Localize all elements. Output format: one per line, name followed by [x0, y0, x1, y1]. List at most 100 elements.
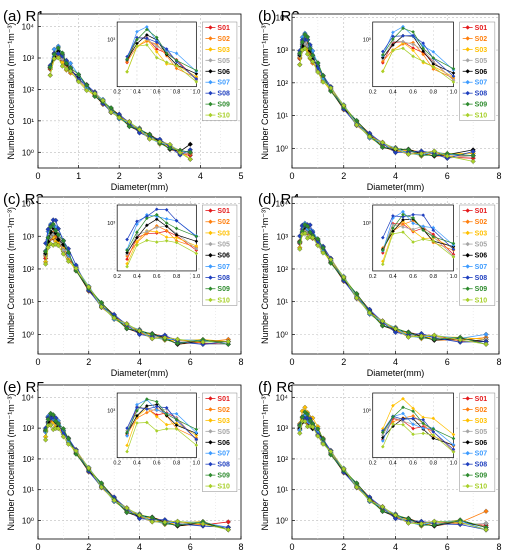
inset-data-point: [411, 240, 415, 244]
data-point: [63, 60, 70, 66]
inset-data-point: [401, 218, 405, 222]
data-point: [177, 150, 183, 156]
inset-data-point: [411, 40, 415, 45]
inset-y-tick-label: 10³: [107, 408, 115, 414]
data-point: [108, 109, 114, 115]
inset-data-point: [451, 255, 456, 259]
inset-x-tick-label: 1.0: [193, 274, 201, 280]
legend-label: S08: [217, 91, 230, 98]
legend-label: S02: [217, 407, 230, 414]
legend-marker: [208, 80, 213, 85]
data-point: [136, 126, 143, 133]
data-point: [59, 50, 65, 56]
inset-data-point: [421, 426, 425, 430]
y-axis-label: Number Concentration (mm⁻¹m⁻³): [260, 207, 270, 344]
inset-data-point: [381, 235, 385, 240]
legend: S01 S02 S03 S05 S06 S07 S08 S09 S10: [459, 21, 496, 121]
data-point: [60, 434, 66, 440]
data-point: [98, 484, 105, 490]
data-point: [310, 52, 316, 58]
inset-data-point: [145, 33, 149, 37]
y-axis-label: Number Concentration (mm⁻¹m⁻³): [6, 22, 16, 159]
series-S10: [47, 55, 193, 162]
inset-data-point: [154, 408, 159, 412]
data-point: [483, 527, 489, 533]
inset-data-point: [421, 46, 425, 51]
inset-data-point: [391, 232, 395, 236]
panel-5: (e) R50246810⁰10¹10²10³10⁴Diameter(mm)Nu…: [3, 379, 244, 550]
legend-label: S08: [217, 462, 230, 469]
series-S10: [43, 422, 231, 533]
data-point: [320, 79, 326, 85]
data-point: [431, 522, 437, 528]
legend-marker: [208, 101, 213, 107]
inset-data-point: [174, 218, 179, 223]
inset-data-point: [135, 409, 139, 413]
data-point: [392, 329, 399, 335]
y-tick-label: 10⁰: [22, 517, 34, 526]
inset-data-point: [451, 443, 456, 447]
inset-data-point: [421, 49, 425, 54]
data-point: [418, 151, 424, 157]
inset-data-point: [451, 71, 456, 75]
inset-data-point: [145, 27, 149, 32]
inset-series-S10: [381, 230, 456, 267]
legend-label: S07: [217, 451, 230, 458]
inset-data-point: [421, 59, 425, 64]
data-point: [315, 69, 321, 75]
legend-label: S09: [217, 286, 230, 293]
inset-data-point: [135, 239, 139, 244]
data-point: [55, 55, 61, 61]
legend-marker: [208, 36, 213, 41]
inset-data-point: [174, 58, 179, 63]
inset-data-point: [431, 234, 436, 239]
x-tick-label: 8: [496, 171, 501, 181]
inset-data-point: [135, 41, 139, 46]
inset-data-point: [174, 233, 179, 237]
data-point: [405, 520, 412, 526]
inset-x-tick-label: 0.6: [409, 90, 417, 96]
x-tick-label: 6: [445, 357, 450, 367]
inset-data-point: [431, 225, 436, 230]
data-point: [307, 45, 313, 52]
legend-marker: [465, 101, 470, 107]
inset-data-point: [411, 30, 415, 34]
y-tick-label: 10³: [276, 232, 288, 241]
legend-marker: [465, 429, 470, 434]
inset-data-point: [125, 430, 129, 435]
inset-data-point: [401, 230, 405, 234]
inset-data-point: [391, 216, 395, 220]
inset-data-point: [381, 430, 385, 435]
inset-data-point: [145, 39, 149, 44]
inset-data-point: [421, 228, 425, 233]
legend-marker: [465, 418, 470, 423]
inset-data-point: [135, 35, 139, 40]
data-point: [147, 136, 153, 142]
legend-label: S07: [217, 264, 230, 271]
legend-label: S01: [217, 25, 230, 32]
inset-x-tick-label: 0.6: [409, 274, 417, 280]
inset-data-point: [411, 215, 415, 220]
inset: 0.2 0.4 0.6 0.8 1.0 10³: [363, 21, 457, 96]
data-point: [47, 64, 53, 70]
data-point: [379, 318, 386, 324]
legend-marker: [465, 230, 470, 236]
data-point: [354, 295, 360, 301]
data-point: [470, 158, 476, 164]
inset-data-point: [145, 36, 149, 41]
inset-y-tick-label: 10³: [107, 221, 115, 227]
inset-data-point: [431, 239, 436, 243]
x-axis-label: Diameter(mm): [111, 182, 169, 192]
data-point: [297, 62, 303, 68]
inset-y-tick-label: 10³: [363, 408, 371, 414]
legend-label: S01: [475, 208, 488, 215]
inset-series-S09: [125, 397, 199, 435]
y-tick-label: 10¹: [276, 298, 288, 307]
data-point: [392, 326, 399, 332]
data-point: [320, 73, 326, 79]
data-point: [431, 152, 437, 158]
inset-data-point: [401, 34, 405, 38]
legend-marker: [208, 25, 213, 30]
inset-data-point: [431, 433, 436, 437]
data-point: [320, 436, 326, 442]
